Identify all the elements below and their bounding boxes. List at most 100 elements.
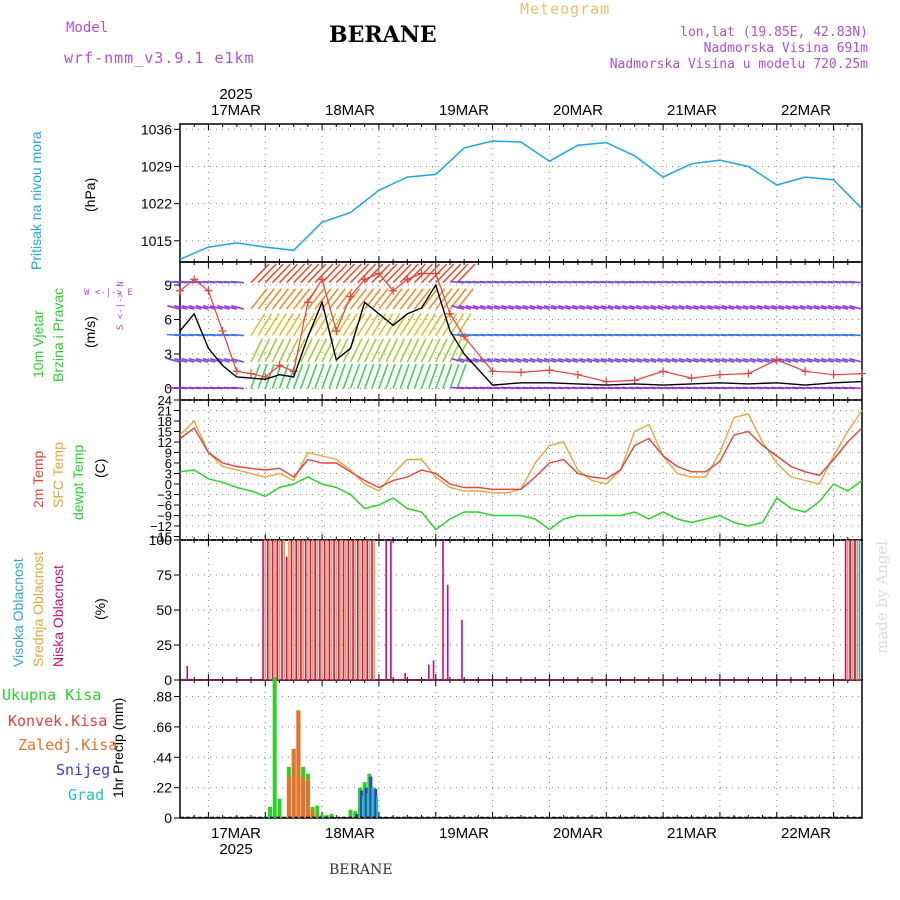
temp-tick-label: −3: [157, 488, 172, 503]
wind-gust-marker: [460, 332, 469, 341]
wind-barb: [742, 357, 756, 363]
wind-barb: [278, 263, 299, 284]
wind-barb: [657, 357, 671, 363]
wind-barb: [250, 338, 264, 363]
wind-barb: [392, 313, 408, 337]
wind-barb: [834, 357, 848, 363]
wind-barb: [735, 357, 749, 363]
wind-gust-marker: [389, 286, 398, 295]
wind-barb: [771, 305, 785, 310]
wind-barb: [342, 263, 363, 284]
precip-bar-1: [296, 710, 301, 818]
wind-barb: [536, 305, 550, 310]
wind-barb: [529, 305, 543, 310]
wind-gust-marker: [573, 370, 582, 379]
wind-barb: [349, 288, 368, 310]
model-name: wrf-nmm_v3.9.1 e1km: [64, 49, 255, 67]
wind-barb: [250, 313, 266, 337]
x-label-top: 20MAR: [553, 102, 603, 119]
pressure-unit: (hPa): [82, 177, 98, 212]
wind-barb: [820, 305, 834, 310]
cloud-title-high: Visoka Oblacnost: [10, 558, 26, 667]
precip-bar-1: [301, 776, 306, 818]
wind-gust-marker: [445, 309, 454, 318]
sfc-temp-line: [179, 410, 863, 494]
wind-barb: [742, 305, 756, 310]
wind-gust-marker: [715, 370, 724, 379]
pressure-tick-label: 1029: [141, 158, 172, 174]
wind-barb: [427, 363, 439, 389]
temp-unit: (C): [92, 458, 108, 478]
wind-barb: [593, 357, 607, 363]
wind-barb: [579, 357, 593, 363]
wind-barb: [385, 363, 396, 389]
wind-barb: [501, 357, 515, 363]
wind-barb: [328, 288, 346, 310]
cloud-tick-label: 100: [149, 532, 173, 548]
wind-barb: [728, 305, 742, 310]
wind-barb: [399, 288, 417, 310]
wind-barb: [493, 305, 507, 310]
wind-barb: [335, 313, 351, 337]
wind-barb: [522, 305, 536, 310]
wind-barb: [628, 305, 642, 310]
wind-barb: [628, 357, 642, 363]
wind-barb: [209, 357, 223, 363]
wind-barb: [307, 363, 318, 389]
wind-barb: [565, 305, 579, 310]
footer-station: BERANE: [329, 862, 393, 878]
wind-barb: [335, 363, 346, 389]
wind-gust-marker: [659, 367, 668, 376]
wind-barb: [692, 305, 706, 310]
legend-total: Ukupna Kisa: [2, 686, 102, 704]
wind-barb: [579, 305, 593, 310]
wind-gust-marker: [346, 292, 355, 301]
temp-tick-label: 12: [158, 435, 172, 450]
model-elevation-label: Nadmorska Visina u modelu 720.25m: [609, 57, 868, 72]
wind-gust-marker: [374, 269, 383, 278]
wind-barb: [671, 305, 685, 310]
wind-barb: [257, 338, 271, 363]
wind-barb: [371, 338, 384, 363]
wind-barb: [321, 288, 339, 310]
wind-barb: [385, 338, 399, 363]
station-title: BERANE: [329, 22, 437, 48]
wind-gust-marker: [218, 327, 227, 335]
wind-barb: [442, 288, 460, 310]
precip-bar-3: [376, 797, 379, 818]
wind-barb: [224, 305, 238, 310]
temp-title-sfc: SFC Temp: [50, 442, 66, 508]
wind-barb: [188, 357, 202, 363]
wind-barb: [600, 305, 614, 310]
wind-barb: [188, 305, 202, 310]
x-label-top: 19MAR: [439, 102, 489, 119]
wind-barb: [292, 338, 306, 363]
wind-barb: [342, 288, 361, 310]
temp-tick-label: 15: [158, 425, 172, 440]
wind-barb: [335, 288, 353, 310]
x-label-top: 18MAR: [325, 102, 375, 119]
wind-barb: [406, 363, 417, 389]
x-label-bottom: 22MAR: [781, 825, 831, 842]
dewpt-temp-line: [179, 469, 863, 531]
wind-barb: [778, 305, 792, 310]
x-label-bottom: 21MAR: [667, 825, 717, 842]
wind-barb: [486, 357, 500, 363]
wind-barb: [363, 363, 375, 389]
wind-barb: [167, 305, 181, 310]
wind-barb: [356, 288, 375, 310]
wind-barb: [799, 357, 813, 363]
wind-barb: [314, 338, 328, 363]
wind-barb: [392, 263, 412, 284]
legend-snow: Snijeg: [56, 761, 111, 779]
wind-barb: [378, 313, 394, 337]
wind-barb: [385, 288, 403, 310]
wind-barb: [271, 338, 285, 363]
wind-barb: [792, 357, 806, 363]
wind-barb: [216, 305, 230, 310]
wind-barb: [300, 263, 320, 284]
wind-barb: [271, 288, 290, 310]
precip-bar-1: [310, 809, 315, 818]
wind-barb: [349, 338, 363, 363]
